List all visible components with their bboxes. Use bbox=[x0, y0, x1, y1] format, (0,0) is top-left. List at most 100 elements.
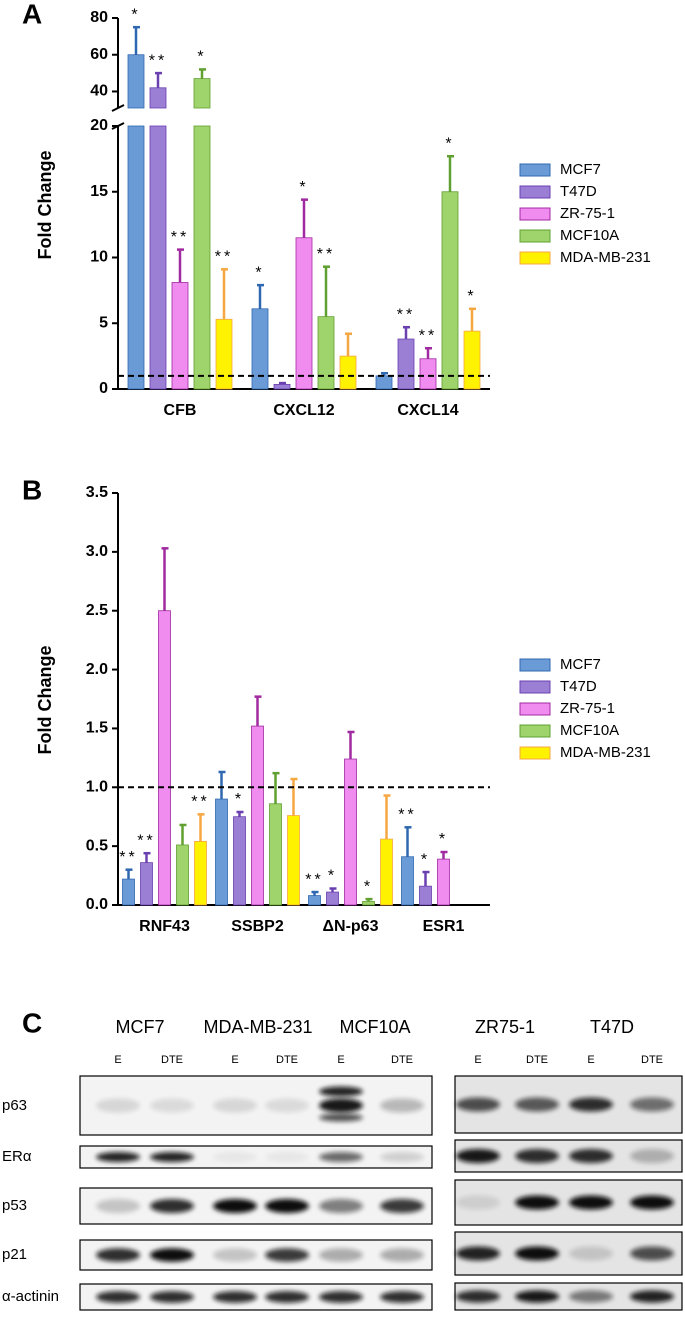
blot-band bbox=[96, 1248, 140, 1262]
blot-band bbox=[630, 1290, 674, 1303]
legend-label: MDA-MB-231 bbox=[560, 744, 651, 761]
lane-label: DTE bbox=[161, 1054, 183, 1066]
blot-band bbox=[96, 1199, 140, 1213]
blot-band bbox=[569, 1195, 613, 1210]
blot-band bbox=[569, 1246, 613, 1261]
legend-label: MCF10A bbox=[560, 227, 619, 244]
lane-label: DTE bbox=[276, 1054, 298, 1066]
blot-band bbox=[319, 1199, 363, 1213]
y-tick-label: 3.0 bbox=[86, 543, 108, 560]
blot-band bbox=[213, 1098, 257, 1113]
y-tick-label: 40 bbox=[90, 83, 108, 100]
bar bbox=[463, 330, 481, 390]
lane-label: DTE bbox=[391, 1054, 413, 1066]
blot-band bbox=[630, 1246, 674, 1261]
legend-swatch bbox=[519, 163, 551, 177]
blot-band bbox=[213, 1152, 257, 1162]
panel-label: A bbox=[22, 0, 42, 29]
significance: * bbox=[235, 791, 244, 808]
panel-label: B bbox=[22, 474, 42, 505]
y-tick-label: 2.5 bbox=[86, 602, 108, 619]
lane-label: DTE bbox=[526, 1054, 548, 1066]
significance: * bbox=[255, 264, 264, 281]
axis-break bbox=[111, 104, 125, 112]
legend-swatch bbox=[519, 658, 551, 672]
significance: ** bbox=[137, 832, 155, 849]
bar bbox=[273, 383, 291, 390]
blot-band bbox=[265, 1291, 309, 1303]
bar bbox=[176, 844, 189, 906]
panel-label: C bbox=[22, 1007, 42, 1038]
lane-label: DTE bbox=[641, 1054, 663, 1066]
bar bbox=[127, 125, 145, 390]
blot-band bbox=[213, 1291, 257, 1303]
significance: * bbox=[439, 831, 448, 848]
lane-label: E bbox=[474, 1054, 481, 1066]
blot-band bbox=[96, 1098, 140, 1113]
bar bbox=[194, 841, 207, 906]
blot-band bbox=[319, 1248, 363, 1262]
significance: * bbox=[364, 878, 373, 895]
blot-band bbox=[319, 1086, 363, 1097]
blot-band bbox=[456, 1149, 500, 1163]
bar bbox=[127, 54, 145, 109]
group-label: T47D bbox=[590, 1017, 634, 1037]
significance: * bbox=[131, 6, 140, 23]
blot-band bbox=[569, 1290, 613, 1303]
legend-label: ZR-75-1 bbox=[560, 205, 615, 222]
bar bbox=[193, 78, 211, 109]
blot-band bbox=[456, 1097, 500, 1112]
legend-swatch bbox=[519, 702, 551, 716]
bar bbox=[380, 838, 393, 906]
y-tick-label: 20 bbox=[90, 117, 108, 134]
legend-label: ZR-75-1 bbox=[560, 700, 615, 717]
blot-band bbox=[319, 1098, 363, 1113]
blot-band bbox=[515, 1097, 559, 1112]
blot-band bbox=[380, 1248, 424, 1262]
blot-band bbox=[150, 1291, 194, 1303]
y-tick-label: 1.0 bbox=[86, 779, 108, 796]
legend-swatch bbox=[519, 724, 551, 738]
significance: ** bbox=[119, 849, 137, 866]
blot-band bbox=[515, 1290, 559, 1303]
legend-swatch bbox=[519, 207, 551, 221]
blot-band bbox=[569, 1149, 613, 1163]
blot-band bbox=[96, 1291, 140, 1303]
legend-label: MCF7 bbox=[560, 656, 601, 673]
bar bbox=[158, 610, 171, 906]
blot-band bbox=[150, 1199, 194, 1213]
legend-label: MDA-MB-231 bbox=[560, 249, 651, 266]
y-tick-label: 15 bbox=[90, 183, 108, 200]
lane-label: E bbox=[587, 1054, 594, 1066]
significance: ** bbox=[171, 229, 189, 246]
y-tick-label: 60 bbox=[90, 46, 108, 63]
legend-swatch bbox=[519, 680, 551, 694]
protein-label: p53 bbox=[2, 1197, 27, 1214]
bar bbox=[326, 891, 339, 906]
legend-label: MCF10A bbox=[560, 722, 619, 739]
protein-label: p63 bbox=[2, 1097, 27, 1114]
significance: ** bbox=[419, 327, 437, 344]
bar bbox=[269, 803, 282, 906]
y-tick-label: 0.5 bbox=[86, 837, 108, 854]
blot-band bbox=[213, 1199, 257, 1213]
bar bbox=[375, 375, 393, 390]
bar bbox=[339, 355, 357, 390]
significance: * bbox=[197, 49, 206, 66]
legend-swatch bbox=[519, 185, 551, 199]
significance: ** bbox=[305, 871, 323, 888]
blot-band bbox=[456, 1246, 500, 1261]
legend-swatch bbox=[519, 251, 551, 265]
y-tick-label: 3.5 bbox=[86, 484, 108, 501]
blot-band bbox=[319, 1113, 363, 1122]
y-tick-label: 1.5 bbox=[86, 720, 108, 737]
bar bbox=[140, 862, 153, 906]
blot-band bbox=[456, 1290, 500, 1303]
bar bbox=[287, 815, 300, 906]
significance: * bbox=[299, 179, 308, 196]
blot-band bbox=[265, 1098, 309, 1113]
blot-band bbox=[265, 1199, 309, 1213]
legend-swatch bbox=[519, 746, 551, 760]
bar bbox=[233, 816, 246, 906]
bar bbox=[193, 125, 211, 390]
